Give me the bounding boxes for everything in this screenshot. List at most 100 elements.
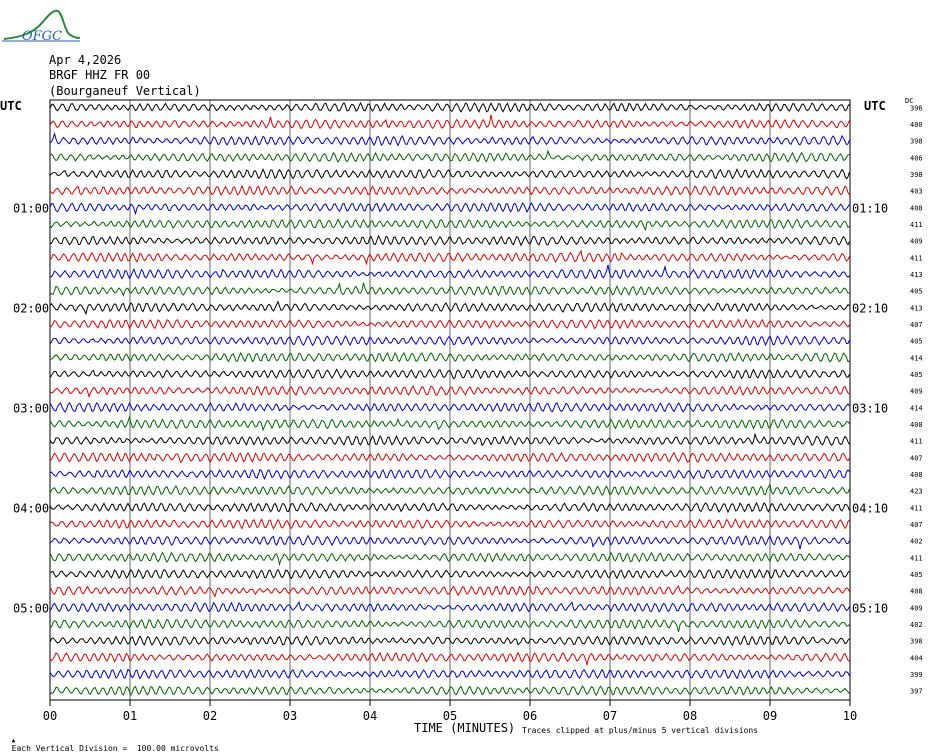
dc-value: 405: [910, 288, 923, 296]
trace-row-23: [49, 468, 850, 481]
utc-right-label: UTC: [864, 99, 886, 113]
left-time-label: 01:00: [13, 201, 49, 215]
dc-value: 409: [910, 604, 923, 612]
dc-value: 411: [910, 504, 923, 512]
dc-value: 404: [910, 654, 923, 662]
dc-value: 411: [910, 254, 923, 262]
dc-value: 398: [910, 171, 923, 179]
x-axis-title: TIME (MINUTES): [414, 721, 516, 735]
dc-value: 413: [910, 271, 923, 279]
trace-row-33: [49, 635, 850, 647]
trace-row-2: [49, 114, 850, 130]
dc-value: 396: [910, 104, 923, 112]
trace-row-8: [49, 218, 850, 232]
x-tick-label: 05: [443, 709, 457, 723]
dc-value: 397: [910, 688, 923, 696]
trace-row-9: [49, 234, 850, 247]
right-time-label: 01:10: [852, 201, 888, 215]
dc-value: 408: [910, 471, 923, 479]
trace-row-18: [49, 385, 850, 399]
date-label: Apr 4,2026: [49, 53, 122, 67]
x-tick-label: 00: [43, 709, 57, 723]
trace-row-27: [49, 534, 850, 550]
trace-row-25: [49, 501, 850, 514]
left-time-label: 02:00: [13, 301, 49, 315]
footer-scale-note: ▲ Each Vertical Division = 100.00 microv…: [2, 726, 219, 753]
trace-row-6: [49, 184, 850, 196]
dc-value: 414: [910, 354, 923, 362]
svg-text:OFGC: OFGC: [22, 29, 62, 44]
trace-row-28: [49, 551, 850, 567]
dc-value: 407: [910, 454, 923, 462]
dc-value: 413: [910, 304, 923, 312]
dc-value: 398: [910, 638, 923, 646]
dc-value: 405: [910, 338, 923, 346]
left-time-label: 05:00: [13, 601, 49, 615]
x-tick-label: 08: [683, 709, 697, 723]
dc-value: 407: [910, 321, 923, 329]
x-tick-label: 02: [203, 709, 217, 723]
right-time-label: 03:10: [852, 401, 888, 415]
footer-scale-text: Each Vertical Division = 100.00 microvol…: [11, 744, 219, 753]
dc-value: 408: [910, 588, 923, 596]
dc-value: 408: [910, 204, 923, 212]
trace-row-36: [49, 685, 850, 697]
dc-value: 400: [910, 121, 923, 129]
trace-row-3: [49, 131, 850, 147]
trace-row-4: [49, 149, 850, 164]
trace-row-24: [49, 483, 850, 497]
trace-row-10: [49, 249, 850, 266]
trace-row-34: [49, 651, 850, 667]
trace-row-12: [49, 282, 850, 297]
dc-value: 411: [910, 221, 923, 229]
trace-row-17: [49, 368, 850, 380]
x-tick-label: 01: [123, 709, 137, 723]
trace-row-21: [49, 432, 850, 447]
trace-row-5: [49, 168, 850, 180]
dc-value: 409: [910, 238, 923, 246]
dc-value: 423: [910, 488, 923, 496]
dc-value: 408: [910, 421, 923, 429]
x-tick-label: 04: [363, 709, 377, 723]
ofgc-logo: OFGC: [2, 9, 81, 44]
trace-row-1: [49, 101, 850, 113]
trace-row-13: [49, 300, 850, 316]
utc-left-label: UTC: [0, 99, 22, 113]
dc-value: 402: [910, 621, 923, 629]
footer-mark: ▲: [11, 737, 16, 744]
x-tick-label: 09: [763, 709, 777, 723]
trace-row-19: [49, 402, 850, 413]
trace-row-7: [49, 202, 850, 216]
trace-row-32: [49, 618, 850, 633]
station-label: BRGF HHZ FR 00: [49, 68, 151, 82]
x-tick-label: 03: [283, 709, 297, 723]
trace-row-31: [49, 600, 850, 613]
dc-value: 402: [910, 538, 923, 546]
trace-row-26: [49, 518, 850, 530]
left-time-label: 03:00: [13, 401, 49, 415]
dc-value: 407: [910, 521, 923, 529]
dc-value: 406: [910, 154, 923, 162]
trace-row-29: [49, 568, 850, 580]
footer-clip-note: Traces clipped at plus/minus 5 vertical …: [522, 726, 759, 735]
x-tick-label: 06: [523, 709, 537, 723]
right-time-label: 02:10: [852, 301, 888, 315]
location-label: (Bourganeuf Vertical): [49, 84, 201, 98]
trace-row-15: [49, 334, 850, 347]
dc-value: 405: [910, 571, 923, 579]
dc-value: 409: [910, 388, 923, 396]
dc-header: DC: [905, 97, 913, 105]
trace-row-22: [49, 451, 850, 464]
left-time-label: 04:00: [13, 501, 49, 515]
dc-value: 403: [910, 188, 923, 196]
dc-value: 411: [910, 554, 923, 562]
dc-value: 398: [910, 138, 923, 146]
trace-row-20: [49, 415, 850, 432]
trace-row-30: [49, 584, 850, 598]
dc-value: 405: [910, 371, 923, 379]
x-tick-label: 07: [603, 709, 617, 723]
trace-row-16: [49, 351, 850, 363]
dc-value: 414: [910, 404, 923, 412]
trace-row-14: [49, 318, 850, 330]
